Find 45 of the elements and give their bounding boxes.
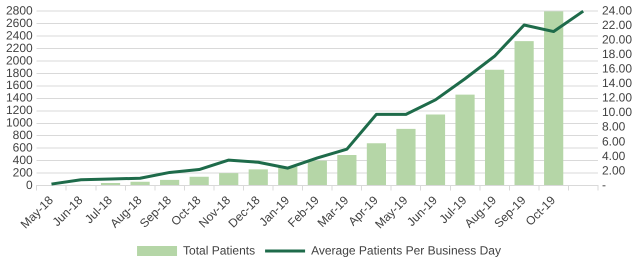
bar <box>190 176 209 186</box>
bar <box>337 155 356 186</box>
bar <box>278 166 298 186</box>
bar <box>455 94 475 186</box>
bar <box>130 182 150 186</box>
bar <box>308 160 327 186</box>
bar <box>160 180 180 186</box>
bar <box>426 114 446 186</box>
legend-label: Average Patients Per Business Day <box>311 243 501 258</box>
y-tick-label: 800 <box>12 128 34 142</box>
y-tick-label: 1600 <box>6 78 34 92</box>
y-tick-label: 1800 <box>6 66 34 80</box>
y2-tick-label: 16.00 <box>602 62 632 76</box>
y2-tick-label: 18.00 <box>602 47 632 62</box>
y-tick-label: 2600 <box>6 16 34 30</box>
y2-tick-label: 4.00 <box>602 148 626 163</box>
y-tick-label: 2800 <box>6 4 34 18</box>
y2-tick-label: 10.00 <box>602 105 632 120</box>
bar <box>248 169 268 186</box>
bar <box>484 70 504 186</box>
y2-tick-label: 24.00 <box>602 4 632 18</box>
y-tick-label: 0 <box>26 178 34 192</box>
legend-label: Total Patients <box>183 243 256 258</box>
y-tick-label: 400 <box>12 152 34 167</box>
y2-tick-label: 8.00 <box>602 120 626 134</box>
bar <box>396 128 416 186</box>
y-tick-label: 2200 <box>6 40 34 55</box>
bar <box>366 143 386 186</box>
y2-tick-label: 20.00 <box>602 32 632 47</box>
y-tick-label: 600 <box>12 140 34 154</box>
y2-tick-label: 2.00 <box>602 163 626 178</box>
y2-tick-label: 14.00 <box>602 76 632 90</box>
y-tick-label: 1400 <box>6 90 34 105</box>
y-tick-label: 1200 <box>6 103 34 118</box>
bar <box>514 41 534 186</box>
y2-tick-label: 22.00 <box>602 18 632 32</box>
y2-tick-label: - <box>602 178 606 192</box>
y-tick-label: 200 <box>12 165 34 180</box>
y-tick-label: 2400 <box>6 28 34 42</box>
bar <box>219 173 238 186</box>
bar <box>544 11 564 186</box>
y2-tick-label: 12.00 <box>602 90 632 105</box>
y-tick-label: 2000 <box>6 53 34 68</box>
y-tick-label: 1000 <box>6 116 34 130</box>
y2-tick-label: 6.00 <box>602 134 626 148</box>
